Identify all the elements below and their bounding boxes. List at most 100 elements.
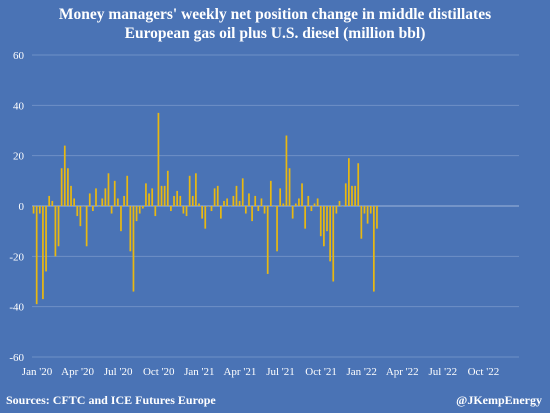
source-note: Sources: CFTC and ICE Futures Europe (6, 393, 216, 407)
gridlines (32, 54, 519, 358)
bar (366, 206, 369, 224)
bar (70, 185, 72, 206)
x-tick-label: Jan '20 (22, 366, 53, 378)
bar (166, 170, 169, 206)
bar (335, 206, 338, 214)
y-tick-label: 20 (13, 151, 25, 163)
bar (198, 203, 200, 206)
bar (107, 173, 110, 206)
x-tick-label: Jul '22 (429, 366, 458, 378)
x-tick-label: Apr '20 (61, 366, 94, 378)
bar (173, 195, 175, 206)
bar (85, 206, 88, 247)
bar (288, 168, 291, 206)
bar (232, 195, 235, 206)
x-tick-label: Apr '21 (223, 366, 256, 378)
x-tick-label: Apr '22 (386, 366, 419, 378)
bar (329, 206, 331, 262)
bar (279, 188, 282, 206)
bar (307, 195, 310, 206)
bar (145, 183, 147, 206)
bar (120, 206, 122, 232)
bar (79, 206, 82, 227)
bar (351, 185, 353, 206)
bar (298, 198, 300, 206)
bar (254, 195, 257, 206)
bar (357, 163, 360, 206)
bar (141, 206, 144, 209)
bar (323, 206, 325, 247)
bar (285, 135, 288, 206)
bar (348, 158, 350, 206)
bar (154, 206, 157, 217)
y-tick-label: 40 (13, 100, 25, 112)
bar (98, 206, 100, 207)
bar (276, 206, 278, 252)
bar (35, 206, 38, 305)
bar (313, 203, 316, 206)
bar (38, 206, 41, 214)
bar (257, 206, 260, 212)
bar (360, 206, 363, 239)
bar (263, 206, 266, 214)
bar (354, 185, 356, 206)
bar (282, 203, 285, 206)
bar (82, 206, 85, 207)
title-line-2: European gas oil plus U.S. diesel (milli… (124, 25, 426, 42)
title-line-1: Money managers' weekly net position chan… (58, 6, 492, 23)
bar (116, 198, 119, 206)
x-tick-label: Jul '20 (104, 366, 133, 378)
x-axis-ticks: Jan '20 Apr '20 Jul '20 Oct '20 Jan '21 Apr '… (22, 366, 499, 378)
bar (338, 200, 341, 206)
bar (51, 200, 54, 206)
bar (201, 206, 203, 219)
y-tick-label: 0 (19, 201, 25, 213)
bar (45, 206, 47, 272)
bar (160, 185, 163, 206)
bar (163, 185, 166, 206)
bar (176, 190, 179, 206)
bar (326, 206, 328, 232)
bar (148, 193, 150, 206)
bar (57, 206, 60, 247)
bar-series (32, 112, 378, 305)
bar (204, 206, 207, 229)
bar (260, 198, 263, 206)
x-tick-label: Oct '21 (305, 366, 337, 378)
bar (63, 145, 66, 206)
bar (251, 206, 253, 222)
y-tick-label: -60 (9, 352, 24, 364)
bar (301, 183, 303, 206)
bar (341, 206, 344, 207)
bar (151, 188, 154, 206)
bar (244, 206, 247, 214)
bar (223, 200, 225, 206)
bar (157, 112, 160, 206)
x-tick-label: Jul '21 (266, 366, 295, 378)
y-axis-ticks: -60 -40 -20 0 20 40 60 (9, 50, 24, 364)
x-tick-label: Jan '22 (346, 366, 376, 378)
bar (216, 185, 219, 206)
bar (195, 173, 197, 206)
bar (48, 195, 51, 206)
x-tick-label: Oct '22 (468, 366, 500, 378)
bar (372, 206, 375, 292)
bar (226, 198, 228, 206)
bar (235, 185, 238, 206)
bar (344, 183, 347, 206)
bar (273, 206, 275, 207)
y-tick-label: -40 (9, 302, 24, 314)
bar (135, 206, 138, 222)
bar (269, 180, 272, 206)
bar (207, 206, 210, 207)
bar (67, 168, 69, 206)
bar (179, 195, 182, 206)
y-tick-label: -20 (9, 251, 24, 263)
author-handle: @JKempEnergy (456, 393, 542, 407)
bar (95, 188, 97, 206)
bar (54, 206, 57, 257)
bar (229, 206, 232, 207)
bar (170, 206, 172, 212)
bar (220, 206, 222, 219)
